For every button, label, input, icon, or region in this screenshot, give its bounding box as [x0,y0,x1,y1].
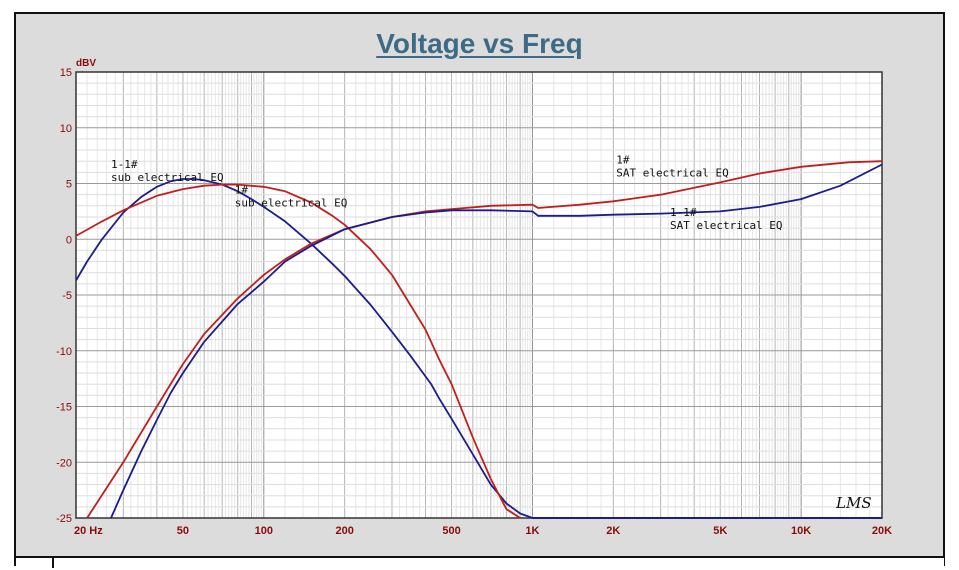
chart-title: Voltage vs Freq [376,28,583,59]
series-line-3 [86,160,883,519]
annotation-id: 1# [616,153,630,166]
bottom-panel [16,556,944,570]
y-tick-label: -5 [62,290,72,302]
annotation-id: 1-1# [111,158,138,171]
y-tick-label: 5 [66,179,72,191]
x-tick-label: 200 [335,525,353,537]
x-tick-label: 20K [872,525,892,537]
annotation-id: 1-1# [670,206,697,219]
y-tick-label: -15 [56,402,72,414]
annotation-label: sub electrical EQ [111,171,224,184]
y-tick-label: 0 [66,234,72,246]
bottom-divider [52,556,54,568]
signature: LMS [835,494,872,512]
plot-border [75,71,883,519]
y-tick-label: 15 [60,67,72,79]
series-line-2 [75,183,521,519]
x-tick-label: 500 [442,525,460,537]
grid-lines [75,71,883,519]
x-tick-label: 20 Hz [74,525,103,537]
x-tick-label: 1K [525,525,539,537]
y-tick-label: -20 [56,457,72,469]
annotation-label: SAT electrical EQ [670,219,783,232]
y-tick-label: -10 [56,346,72,358]
annotation-label: SAT electrical EQ [616,166,729,179]
annotation-id: 1# [235,184,249,197]
y-tick-label: 10 [60,123,72,135]
x-tick-label: 5K [713,525,727,537]
x-tick-label: 50 [177,525,189,537]
x-tick-label: 10K [791,525,811,537]
x-tick-label: 100 [255,525,273,537]
series-lines [75,160,883,519]
y-axis-unit: dBV [76,58,96,69]
x-tick-label: 2K [606,525,620,537]
y-tick-label: -25 [56,513,72,525]
series-line-4 [110,163,883,519]
annotations: 1-1#sub electrical EQ1#sub electrical EQ… [111,153,783,231]
series-line-1 [75,178,533,519]
annotation-label: sub electrical EQ [235,197,348,210]
